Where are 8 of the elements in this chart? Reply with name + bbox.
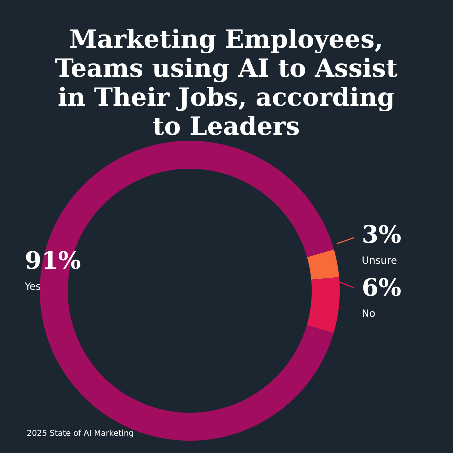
donut-slice bbox=[307, 250, 340, 280]
chart-title: Marketing Employees, Teams using AI to Assist in Their Jobs, according to Leaders bbox=[55, 25, 398, 141]
data-label: 6% bbox=[362, 273, 402, 302]
slice-label: Unsure bbox=[362, 256, 398, 267]
slice-label: No bbox=[362, 309, 376, 320]
slice-label: Yes bbox=[24, 282, 42, 293]
text: 2025 State of AI Marketing bbox=[27, 429, 134, 438]
data-label: 3% bbox=[362, 220, 402, 249]
